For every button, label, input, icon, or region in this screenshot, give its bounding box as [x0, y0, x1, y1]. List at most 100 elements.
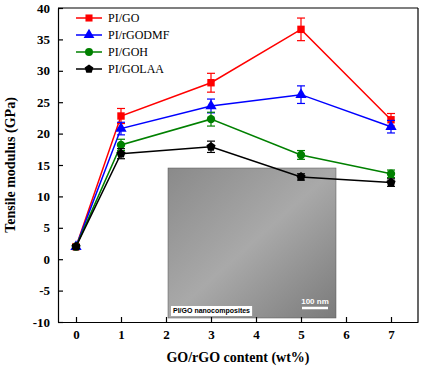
tick-mark	[256, 317, 257, 322]
y-axis: -10-50510152025303540	[33, 1, 63, 330]
chart: PI/GO nanocomposites 100 nm 0 1 2 3 4 5 6 7 -10 -5 0…	[0, 0, 429, 370]
error-bar	[207, 73, 215, 92]
tick: 25	[37, 95, 63, 110]
legend-label: PI/rGODMF	[108, 28, 170, 42]
frame	[58, 7, 418, 8]
marker	[386, 178, 395, 187]
legend-entry: PI/rGODMF	[76, 28, 170, 42]
error-bar	[207, 141, 215, 152]
tick-label: 0	[73, 327, 80, 342]
tick-mark	[58, 165, 63, 166]
tick: 2	[163, 317, 170, 342]
marker	[297, 151, 305, 159]
scale-label: 100 nm	[301, 297, 329, 306]
frame	[417, 8, 418, 322]
tick-label: 20	[37, 126, 50, 141]
scale-bar	[302, 307, 328, 310]
tick-mark	[121, 317, 122, 322]
error-bar	[117, 108, 125, 123]
series	[72, 18, 395, 250]
tick: 35	[37, 32, 63, 47]
series	[72, 112, 395, 251]
tick-mark	[58, 291, 63, 292]
tick-label: 35	[37, 32, 51, 47]
series-line	[76, 29, 391, 246]
series-line	[76, 95, 391, 247]
error-bar	[207, 112, 215, 126]
marker	[207, 79, 214, 86]
tick-label: 3	[208, 327, 215, 342]
tick-label: 10	[37, 189, 50, 204]
tick-mark	[58, 39, 63, 40]
series	[70, 86, 396, 250]
tick-mark	[166, 317, 167, 322]
tick-label: 25	[37, 95, 51, 110]
marker	[72, 242, 80, 250]
tick-label: -10	[33, 315, 50, 330]
tick-label: 7	[388, 327, 395, 342]
legend-entry: PI/GOLAA	[76, 62, 164, 76]
legend-marker	[85, 64, 94, 72]
legend-label: PI/GOH	[108, 45, 148, 59]
tick-mark	[211, 317, 212, 322]
marker	[116, 149, 125, 158]
legend-marker	[84, 29, 95, 38]
y-axis-title: Tensile modulus (GPa)	[3, 97, 19, 233]
tick-label: 15	[37, 158, 51, 173]
tick: 6	[343, 317, 350, 342]
plot: PI/GO nanocomposites 100 nm 0 1 2 3 4 5 6 7 -10 -5 0…	[33, 1, 419, 343]
marker	[297, 26, 304, 33]
tick-label: 30	[37, 63, 50, 78]
error-bar	[117, 149, 125, 159]
marker	[296, 172, 305, 181]
x-axis-title: GO/rGO content (wt%)	[166, 350, 309, 366]
tick: 7	[388, 317, 395, 342]
tick-mark	[58, 228, 63, 229]
tick-label: 1	[118, 327, 125, 342]
tick: 3	[208, 317, 215, 342]
tick: 1	[118, 317, 125, 342]
marker	[70, 240, 81, 250]
tick: 10	[37, 189, 63, 204]
tick-label: 6	[343, 327, 350, 342]
series-line	[76, 119, 391, 246]
legend-entry: PI/GO	[76, 11, 140, 25]
error-bar	[117, 139, 125, 150]
tick-mark	[58, 322, 63, 323]
tick-mark	[301, 317, 302, 322]
tick: 0	[44, 252, 64, 267]
tick-mark	[391, 317, 392, 322]
error-bar	[297, 18, 305, 41]
tick-mark	[58, 134, 63, 135]
marker	[71, 242, 80, 251]
tick-label: 5	[298, 327, 305, 342]
legend-label: PI/GOLAA	[108, 62, 164, 76]
error-bar	[387, 170, 395, 178]
tick: 5	[44, 220, 64, 235]
inset-label-box	[171, 306, 252, 316]
marker	[205, 99, 216, 109]
tick: -10	[33, 315, 63, 330]
marker	[295, 88, 306, 98]
tick-label: 0	[44, 252, 51, 267]
tick-mark	[58, 196, 63, 197]
legend: PI/GO PI/rGODMF PI/GOH PI/GOLAA	[76, 11, 170, 76]
marker	[207, 115, 215, 123]
series-line	[76, 147, 391, 247]
tick-label: 2	[163, 327, 170, 342]
marker	[117, 141, 125, 149]
tick: 5	[298, 317, 305, 342]
tick: -5	[39, 283, 63, 298]
inset-label: PI/GO nanocomposites	[173, 307, 250, 315]
inset: PI/GO nanocomposites 100 nm	[168, 168, 336, 318]
inset-image	[168, 168, 336, 318]
series	[71, 141, 395, 250]
marker	[115, 122, 126, 132]
tick: 4	[253, 317, 260, 342]
error-bar	[297, 151, 305, 160]
legend-entry: PI/GOH	[76, 45, 148, 59]
data-area	[70, 18, 396, 251]
legend-marker	[85, 48, 93, 56]
tick-mark	[58, 259, 63, 260]
tick-label: 5	[44, 220, 51, 235]
